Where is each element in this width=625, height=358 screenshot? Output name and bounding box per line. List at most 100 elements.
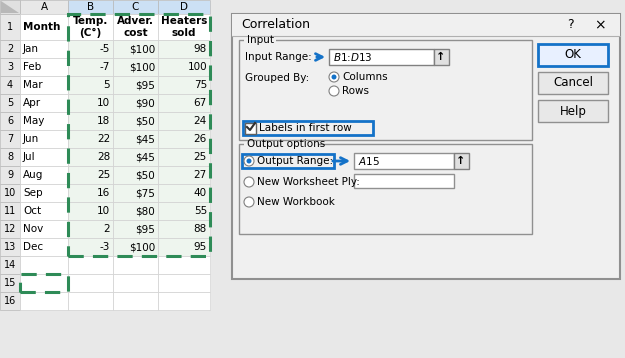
Bar: [68, 148, 113, 166]
Text: 7: 7: [7, 134, 13, 144]
Text: 16: 16: [4, 296, 16, 306]
Bar: [20, 202, 68, 220]
Text: 2: 2: [103, 224, 110, 234]
Text: 55: 55: [194, 206, 207, 216]
Bar: [239, 40, 532, 140]
Bar: [68, 76, 113, 94]
Bar: [20, 14, 68, 40]
Bar: [0, 238, 20, 256]
Bar: [113, 0, 158, 14]
Circle shape: [244, 197, 254, 207]
Bar: [113, 184, 158, 202]
Text: Apr: Apr: [23, 98, 41, 108]
Bar: [113, 76, 158, 94]
Bar: [0, 202, 20, 220]
Circle shape: [244, 156, 254, 166]
Bar: [20, 220, 68, 238]
Text: ↑: ↑: [436, 52, 446, 62]
Text: 28: 28: [97, 152, 110, 162]
Bar: [158, 274, 210, 292]
Text: $45: $45: [135, 134, 155, 144]
Text: 6: 6: [7, 116, 13, 126]
Polygon shape: [1, 1, 19, 13]
Circle shape: [246, 159, 251, 164]
Bar: [68, 14, 113, 40]
Text: -3: -3: [99, 242, 110, 252]
Text: 4: 4: [7, 80, 13, 90]
Text: Output options: Output options: [247, 139, 325, 149]
Bar: [113, 112, 158, 130]
Bar: [0, 148, 20, 166]
Text: $95: $95: [135, 224, 155, 234]
Bar: [68, 184, 113, 202]
Text: 12: 12: [4, 224, 16, 234]
Text: 67: 67: [194, 98, 207, 108]
Bar: [538, 72, 608, 94]
Text: Jun: Jun: [23, 134, 39, 144]
Text: Labels in first row: Labels in first row: [259, 123, 352, 133]
Bar: [20, 292, 68, 310]
Text: $B$1:$D$13: $B$1:$D$13: [333, 51, 372, 63]
Text: Columns: Columns: [342, 72, 388, 82]
Bar: [434, 49, 449, 65]
Text: 15: 15: [4, 278, 16, 288]
Bar: [158, 238, 210, 256]
Bar: [20, 112, 68, 130]
Text: $100: $100: [129, 44, 155, 54]
Bar: [158, 76, 210, 94]
Bar: [158, 202, 210, 220]
Text: $90: $90: [135, 98, 155, 108]
Bar: [113, 238, 158, 256]
Bar: [0, 94, 20, 112]
Bar: [0, 220, 20, 238]
Bar: [158, 166, 210, 184]
Text: Dec: Dec: [23, 242, 43, 252]
Bar: [0, 184, 20, 202]
Text: D: D: [180, 2, 188, 12]
Text: Cancel: Cancel: [553, 77, 593, 90]
Circle shape: [331, 74, 336, 79]
Text: Input Range:: Input Range:: [245, 52, 312, 62]
Bar: [113, 40, 158, 58]
Bar: [158, 112, 210, 130]
Text: Temp.: Temp.: [72, 16, 108, 26]
Text: 10: 10: [4, 188, 16, 198]
Bar: [113, 14, 158, 40]
Bar: [68, 274, 113, 292]
Text: ?: ?: [567, 19, 573, 32]
Bar: [68, 112, 113, 130]
Bar: [20, 0, 68, 14]
Text: Mar: Mar: [23, 80, 42, 90]
Text: 8: 8: [7, 152, 13, 162]
Text: 2: 2: [7, 44, 13, 54]
Text: 18: 18: [97, 116, 110, 126]
Text: Aug: Aug: [23, 170, 43, 180]
Text: $45: $45: [135, 152, 155, 162]
Text: Jan: Jan: [23, 44, 39, 54]
Text: Month: Month: [23, 22, 61, 32]
Text: Help: Help: [559, 105, 586, 117]
Bar: [0, 76, 20, 94]
Bar: [68, 202, 113, 220]
Text: 40: 40: [194, 188, 207, 198]
Text: 3: 3: [7, 62, 13, 72]
Bar: [0, 14, 20, 40]
Bar: [158, 184, 210, 202]
Text: 5: 5: [103, 80, 110, 90]
Text: OK: OK: [564, 48, 581, 62]
Text: A: A: [41, 2, 48, 12]
Bar: [20, 256, 68, 274]
Bar: [20, 184, 68, 202]
Text: New Worksheet Ply:: New Worksheet Ply:: [257, 177, 360, 187]
Bar: [538, 100, 608, 122]
Bar: [113, 166, 158, 184]
Bar: [239, 144, 532, 234]
Text: 10: 10: [97, 98, 110, 108]
Bar: [232, 14, 620, 36]
Bar: [113, 220, 158, 238]
Text: B: B: [87, 2, 94, 12]
Bar: [158, 292, 210, 310]
Bar: [354, 153, 454, 169]
Text: $50: $50: [135, 170, 155, 180]
Circle shape: [329, 86, 339, 96]
